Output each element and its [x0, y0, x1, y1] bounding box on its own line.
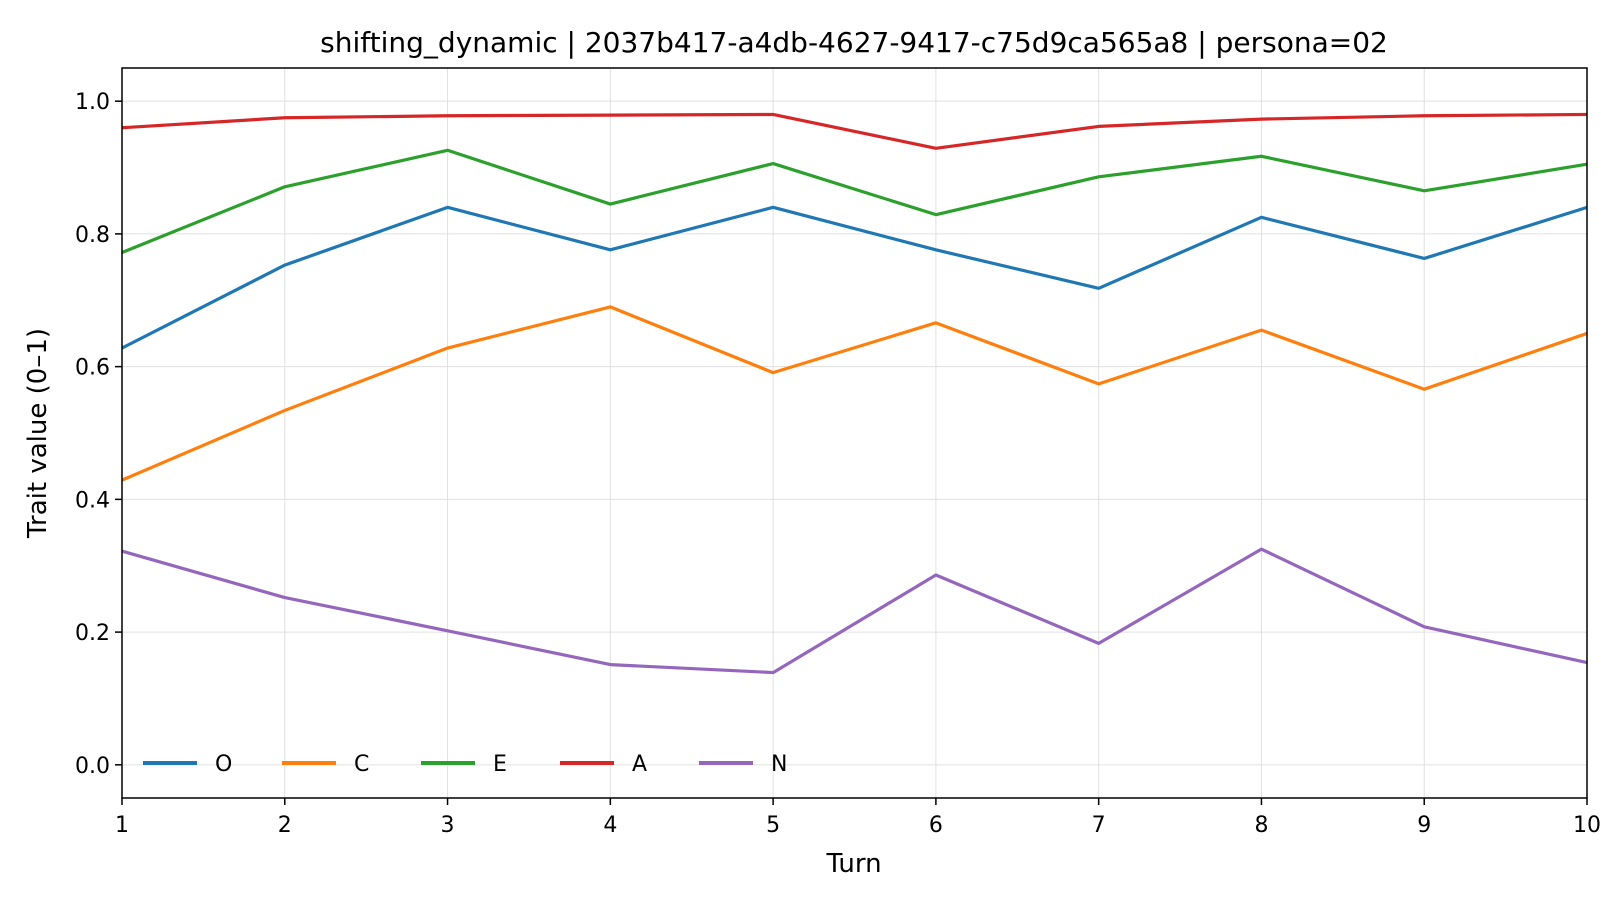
- y-tick-label: 0.8: [75, 223, 110, 248]
- y-tick-label: 1.0: [75, 90, 110, 115]
- x-tick-label: 2: [278, 813, 292, 838]
- x-tick-label: 5: [766, 813, 780, 838]
- y-tick-label: 0.4: [75, 488, 110, 513]
- y-tick-label: 0.2: [75, 621, 110, 646]
- x-axis-ticks: 1 2 3 4 5 6 7 8 9 10: [115, 798, 1601, 838]
- legend-label-c: C: [354, 752, 369, 777]
- x-tick-label: 10: [1573, 813, 1601, 838]
- legend-label-e: E: [493, 752, 507, 777]
- series-line-a: [121, 112, 1588, 150]
- series-lines: [121, 112, 1588, 675]
- y-tick-label: 0.6: [75, 356, 110, 381]
- x-tick-label: 3: [441, 813, 455, 838]
- x-tick-label: 1: [115, 813, 129, 838]
- series-line-n: [121, 547, 1588, 675]
- legend-label-n: N: [771, 752, 787, 777]
- legend-label-a: A: [632, 752, 647, 777]
- y-tick-label: 0.0: [75, 754, 110, 779]
- grid-lines: [121, 68, 1588, 798]
- x-tick-label: 7: [1092, 813, 1106, 838]
- x-tick-label: 9: [1417, 813, 1431, 838]
- y-axis-label: Trait value (0–1): [23, 328, 53, 539]
- x-tick-label: 4: [603, 813, 617, 838]
- series-line-c: [121, 305, 1588, 482]
- series-line-o: [121, 205, 1588, 350]
- x-axis-label: Turn: [825, 849, 881, 879]
- x-tick-label: 8: [1254, 813, 1268, 838]
- x-tick-label: 6: [929, 813, 943, 838]
- plot-frame: [121, 67, 1588, 799]
- y-axis-ticks: 0.0 0.2 0.4 0.6 0.8 1.0: [75, 90, 122, 779]
- legend-label-o: O: [215, 752, 232, 777]
- series-line-e: [121, 148, 1588, 254]
- chart-title: shifting_dynamic | 2037b417-a4db-4627-94…: [320, 26, 1388, 59]
